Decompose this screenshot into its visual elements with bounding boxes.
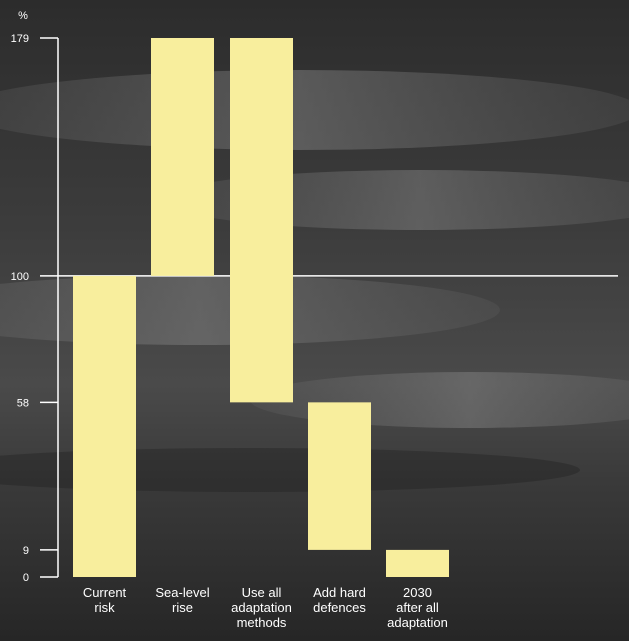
y-axis-unit-label: % (18, 10, 28, 22)
waterfall-bar (308, 402, 371, 550)
waterfall-bar (386, 549, 449, 577)
y-tick-label: 58 (17, 397, 29, 409)
y-tick-label: 100 (11, 271, 29, 283)
waterfall-bar (73, 275, 136, 577)
y-tick-label: 179 (11, 33, 29, 45)
category-label: Use all adaptation methods (231, 585, 292, 630)
category-label: 2030 after all adaptation (387, 585, 448, 630)
y-tick-label: 9 (23, 545, 29, 557)
category-label: Add hard defences (313, 585, 366, 615)
waterfall-bar (151, 38, 214, 276)
category-label: Current risk (83, 585, 127, 615)
category-label: Sea-level rise (155, 585, 209, 615)
y-tick-label: 0 (23, 572, 29, 584)
waterfall-bar (230, 38, 293, 403)
